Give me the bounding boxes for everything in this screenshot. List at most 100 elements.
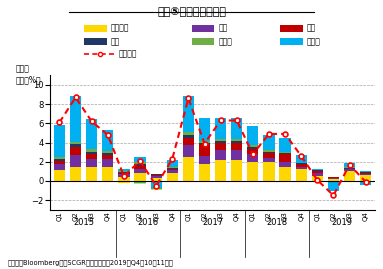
Bar [231, 160, 242, 181]
Bar [280, 167, 291, 181]
Bar [360, 172, 371, 173]
Bar [312, 171, 323, 173]
Bar [199, 144, 210, 156]
Bar [183, 97, 194, 132]
Bar [312, 173, 323, 176]
Text: 日本: 日本 [111, 37, 120, 46]
Bar [247, 126, 259, 146]
Bar [312, 176, 323, 181]
Bar [151, 174, 162, 175]
Bar [183, 146, 194, 157]
Text: 中国: 中国 [306, 24, 316, 33]
Bar [199, 156, 210, 164]
Bar [231, 150, 242, 160]
Bar [360, 173, 371, 174]
Text: トルコ: トルコ [218, 37, 232, 46]
Bar [86, 152, 97, 154]
Bar [215, 139, 226, 141]
Bar [167, 168, 178, 171]
Bar [215, 150, 226, 160]
Bar [231, 139, 242, 141]
Bar [54, 171, 65, 181]
Bar [54, 161, 65, 164]
Bar [54, 157, 65, 159]
Bar [118, 173, 129, 174]
Bar [360, 181, 371, 185]
Bar [183, 157, 194, 181]
Bar [70, 167, 81, 181]
Bar [215, 160, 226, 181]
Bar [86, 119, 97, 149]
Bar [296, 163, 307, 164]
Bar [328, 177, 339, 178]
Bar [54, 125, 65, 157]
Bar [86, 154, 97, 159]
Text: 同期比%）: 同期比%） [15, 75, 41, 84]
Bar [118, 182, 129, 183]
Text: 2016: 2016 [137, 218, 159, 228]
Bar [167, 160, 178, 167]
Bar [167, 171, 178, 173]
Bar [86, 167, 97, 181]
Bar [199, 141, 210, 143]
Bar [118, 171, 129, 172]
Bar [296, 155, 307, 163]
Bar [264, 152, 275, 153]
Bar [54, 159, 65, 161]
Bar [344, 169, 355, 171]
Bar [102, 151, 113, 153]
Bar [183, 132, 194, 135]
Text: （出所：BloombergよりSCGR作成）（注）2019年Q4は10－11月計: （出所：BloombergよりSCGR作成）（注）2019年Q4は10－11月計 [8, 260, 173, 266]
Bar [134, 183, 146, 184]
Bar [312, 168, 323, 171]
Bar [296, 164, 307, 167]
Text: 2018: 2018 [267, 218, 288, 228]
Bar [134, 181, 146, 183]
Bar [280, 152, 291, 153]
Bar [215, 141, 226, 143]
Bar [134, 173, 146, 181]
Bar [328, 181, 339, 191]
Bar [344, 167, 355, 168]
Bar [264, 153, 275, 158]
Bar [70, 147, 81, 155]
Text: 2015: 2015 [73, 218, 94, 228]
Bar [151, 189, 162, 190]
Bar [296, 169, 307, 181]
Bar [360, 175, 371, 181]
Text: 図表⑤　ドイツの輸出: 図表⑤ ドイツの輸出 [157, 7, 226, 17]
Bar [280, 138, 291, 152]
Text: その他: その他 [306, 37, 320, 46]
Bar [151, 178, 162, 181]
Bar [102, 130, 113, 151]
Bar [102, 153, 113, 155]
Bar [280, 154, 291, 162]
Bar [54, 164, 65, 171]
Text: 2017: 2017 [202, 218, 223, 228]
Bar [183, 138, 194, 146]
Bar [247, 146, 259, 147]
Bar [231, 118, 242, 139]
Bar [344, 171, 355, 181]
Bar [215, 118, 226, 139]
Bar [344, 163, 355, 167]
Bar [118, 168, 129, 171]
Bar [264, 158, 275, 162]
Bar [86, 159, 97, 167]
Bar [199, 143, 210, 144]
Bar [247, 147, 259, 149]
Bar [247, 149, 259, 154]
Bar [328, 178, 339, 179]
Bar [134, 162, 146, 164]
Bar [118, 181, 129, 182]
Bar [264, 150, 275, 152]
Bar [86, 149, 97, 152]
Bar [118, 177, 129, 181]
Bar [167, 167, 178, 168]
Bar [328, 179, 339, 181]
Bar [118, 174, 129, 177]
Bar [199, 164, 210, 181]
Bar [118, 172, 129, 173]
Bar [231, 141, 242, 143]
Bar [70, 97, 81, 141]
